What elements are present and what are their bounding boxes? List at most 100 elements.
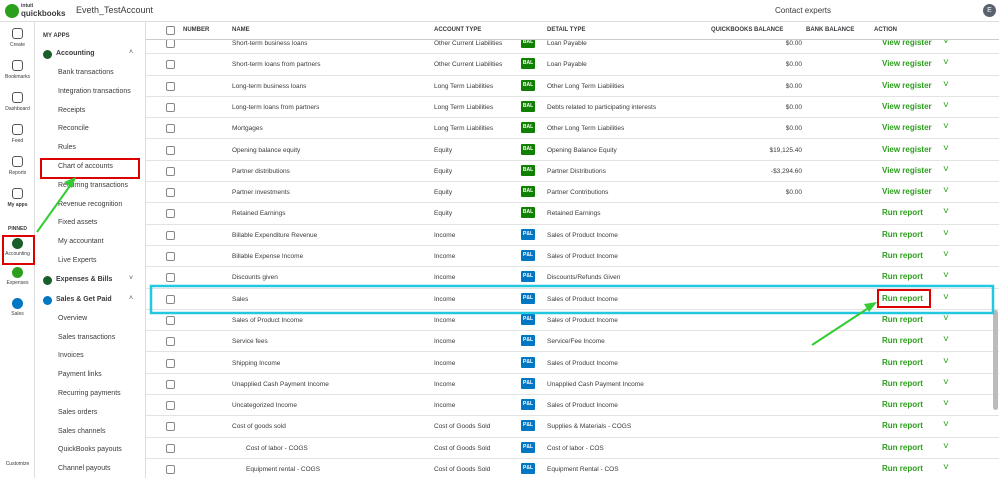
rail-label[interactable]: Feed	[11, 138, 24, 144]
action-menu[interactable]: ˅	[943, 206, 949, 218]
menu-item[interactable]: Channel payouts	[58, 465, 111, 473]
rail-label[interactable]: Reports	[8, 170, 27, 176]
action[interactable]: Run report	[882, 208, 923, 218]
checkbox[interactable]	[166, 379, 175, 389]
action-menu[interactable]: ˅	[943, 376, 949, 388]
column-header[interactable]: BANK BALANCE	[806, 27, 855, 33]
action[interactable]: Run report	[882, 378, 923, 388]
checkbox[interactable]	[166, 273, 175, 283]
menu-item[interactable]: My accountant	[58, 238, 104, 246]
menu-item[interactable]: Payment links	[58, 371, 102, 379]
action-menu[interactable]: ˅	[943, 163, 949, 175]
menu-item[interactable]: Rules	[58, 144, 76, 152]
menu-item[interactable]: QuickBooks payouts	[58, 446, 122, 454]
customize[interactable]: Customize	[5, 461, 30, 467]
pinned-label[interactable]: Expenses	[6, 280, 29, 286]
action[interactable]: View register	[882, 144, 932, 154]
avatar[interactable]: E	[983, 4, 996, 17]
menu-item[interactable]: Overview	[58, 314, 88, 322]
checkbox[interactable]	[166, 358, 175, 368]
pinned-icon[interactable]	[12, 267, 23, 278]
action[interactable]: Run report	[882, 400, 923, 410]
column-header[interactable]: QUICKBOOKS BALANCE	[711, 27, 784, 33]
rail-icon[interactable]	[12, 124, 23, 135]
action[interactable]: Run report	[882, 314, 923, 324]
pinned-icon[interactable]	[12, 238, 23, 249]
checkbox[interactable]	[166, 230, 175, 240]
action[interactable]: View register	[882, 59, 932, 69]
contact[interactable]: Contact experts	[775, 6, 832, 15]
action-menu[interactable]: ˅	[943, 291, 949, 303]
menu-item[interactable]: Sales orders	[58, 408, 98, 416]
action[interactable]: Run report	[882, 251, 923, 260]
menu-item[interactable]: Invoices	[58, 352, 84, 360]
checkbox[interactable]	[166, 422, 175, 432]
rail-label[interactable]: Create	[9, 42, 25, 48]
action-menu[interactable]: ˅	[943, 121, 949, 133]
menu-item[interactable]: Sales transactions	[58, 333, 116, 341]
action-menu[interactable]: ˅	[943, 440, 949, 452]
checkbox[interactable]	[166, 145, 175, 155]
rail-label[interactable]: My apps	[7, 202, 28, 208]
checkbox[interactable]	[166, 102, 175, 112]
section-toggle[interactable]: ˅	[129, 274, 134, 282]
menu-item[interactable]: Sales channels	[58, 427, 106, 435]
action-menu[interactable]: ˅	[943, 398, 949, 410]
action[interactable]: Run report	[882, 357, 923, 367]
action[interactable]: Run report	[882, 421, 923, 431]
action[interactable]: View register	[882, 123, 932, 133]
action[interactable]: View register	[882, 187, 932, 197]
column-header[interactable]: ACCOUNT TYPE	[434, 27, 482, 33]
action-menu[interactable]: ˅	[943, 57, 949, 69]
checkbox[interactable]	[166, 188, 175, 198]
action-menu[interactable]: ˅	[943, 462, 949, 473]
column-header[interactable]: NAME	[232, 27, 250, 33]
column-header[interactable]: NUMBER	[183, 27, 210, 33]
menu-item[interactable]: Recurring payments	[58, 390, 121, 397]
menu-item[interactable]: Fixed assets	[58, 219, 98, 227]
action[interactable]: Run report	[882, 293, 923, 303]
checkbox[interactable]	[166, 166, 175, 176]
action[interactable]: Run report	[882, 442, 923, 452]
column-header[interactable]: DETAIL TYPE	[547, 27, 586, 33]
pinned-label[interactable]: Accounting	[5, 251, 30, 257]
section-toggle[interactable]: ˄	[129, 49, 134, 56]
checkbox[interactable]	[166, 401, 175, 411]
rail-icon[interactable]	[12, 60, 23, 71]
checkbox[interactable]	[166, 443, 175, 453]
pinned-icon[interactable]	[12, 298, 23, 309]
action-menu[interactable]: ˅	[943, 185, 949, 197]
menu-item[interactable]: Live Experts	[58, 257, 97, 264]
checkbox[interactable]	[166, 252, 175, 261]
action[interactable]: View register	[882, 38, 932, 47]
action-menu[interactable]: ˅	[943, 142, 949, 154]
menu-item[interactable]: Recurring transactions	[58, 181, 129, 189]
menu-item[interactable]: Receipts	[58, 106, 86, 114]
checkbox[interactable]	[166, 465, 175, 474]
action[interactable]: Run report	[882, 464, 923, 473]
menu-item[interactable]: Integration transactions	[58, 87, 131, 95]
checkbox[interactable]	[166, 294, 175, 304]
checkbox[interactable]	[166, 26, 175, 35]
action-menu[interactable]: ˅	[943, 334, 949, 346]
checkbox[interactable]	[166, 124, 175, 134]
action[interactable]: Run report	[882, 229, 923, 239]
action-menu[interactable]: ˅	[943, 419, 949, 431]
rail-label[interactable]: Dashboard	[5, 106, 30, 112]
menu-item[interactable]: Reconcile	[58, 125, 89, 133]
action[interactable]: Run report	[882, 272, 923, 282]
company[interactable]: Eveth_TestAccount	[76, 5, 154, 15]
rail-icon[interactable]	[12, 188, 23, 199]
action[interactable]: View register	[882, 101, 932, 111]
section-name[interactable]: Sales & Get Paid	[56, 295, 112, 303]
action[interactable]: View register	[882, 165, 932, 175]
checkbox[interactable]	[166, 337, 175, 347]
action-menu[interactable]: ˅	[943, 355, 949, 367]
section-name[interactable]: Expenses & Bills	[56, 275, 113, 283]
checkbox[interactable]	[166, 315, 175, 325]
rail-icon[interactable]	[12, 92, 23, 103]
action-menu[interactable]: ˅	[943, 312, 949, 324]
section-toggle[interactable]: ˄	[129, 294, 134, 302]
action[interactable]: View register	[882, 80, 932, 90]
menu-item[interactable]: Revenue recognition	[58, 200, 123, 208]
